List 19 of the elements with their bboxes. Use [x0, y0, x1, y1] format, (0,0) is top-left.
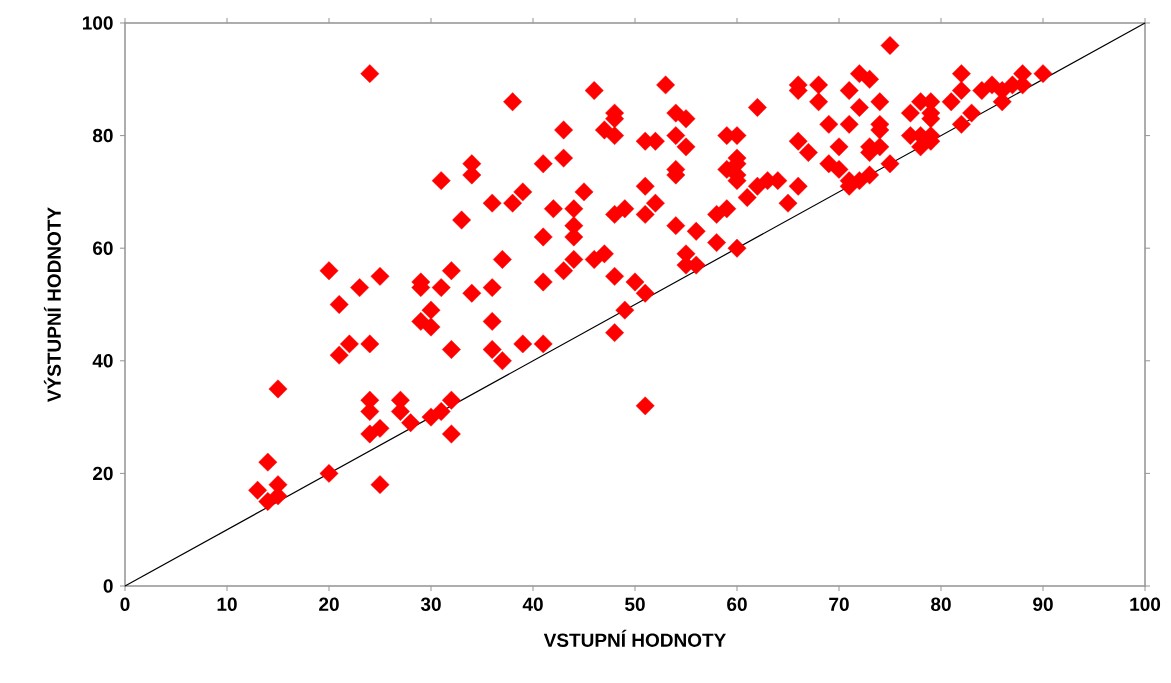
x-tick-label: 40 [522, 597, 543, 611]
y-tick-label: 40 [92, 354, 113, 368]
x-tick-label: 50 [625, 597, 645, 611]
y-tick-label: 80 [92, 128, 113, 143]
y-tick-label: 60 [93, 241, 113, 255]
x-tick-label: 0 [120, 597, 130, 611]
x-tick-label: 20 [319, 597, 339, 611]
x-tick-label: 100 [1130, 597, 1161, 611]
y-tick-label: 20 [92, 466, 113, 481]
x-tick-label: 10 [217, 597, 237, 611]
y-axis-title: VÝSTUPNÍ HODNOTY [43, 207, 61, 403]
x-tick-label: 80 [931, 597, 951, 611]
x-axis-title: VSTUPNÍ HODNOTY [543, 629, 726, 647]
y-tick-label: 100 [82, 16, 113, 30]
x-tick-label: 90 [1033, 597, 1053, 611]
x-tick-label: 60 [727, 597, 747, 611]
y-tick-label: 0 [103, 579, 113, 593]
x-tick-label: 70 [829, 597, 849, 611]
x-tick-label: 30 [420, 597, 441, 612]
